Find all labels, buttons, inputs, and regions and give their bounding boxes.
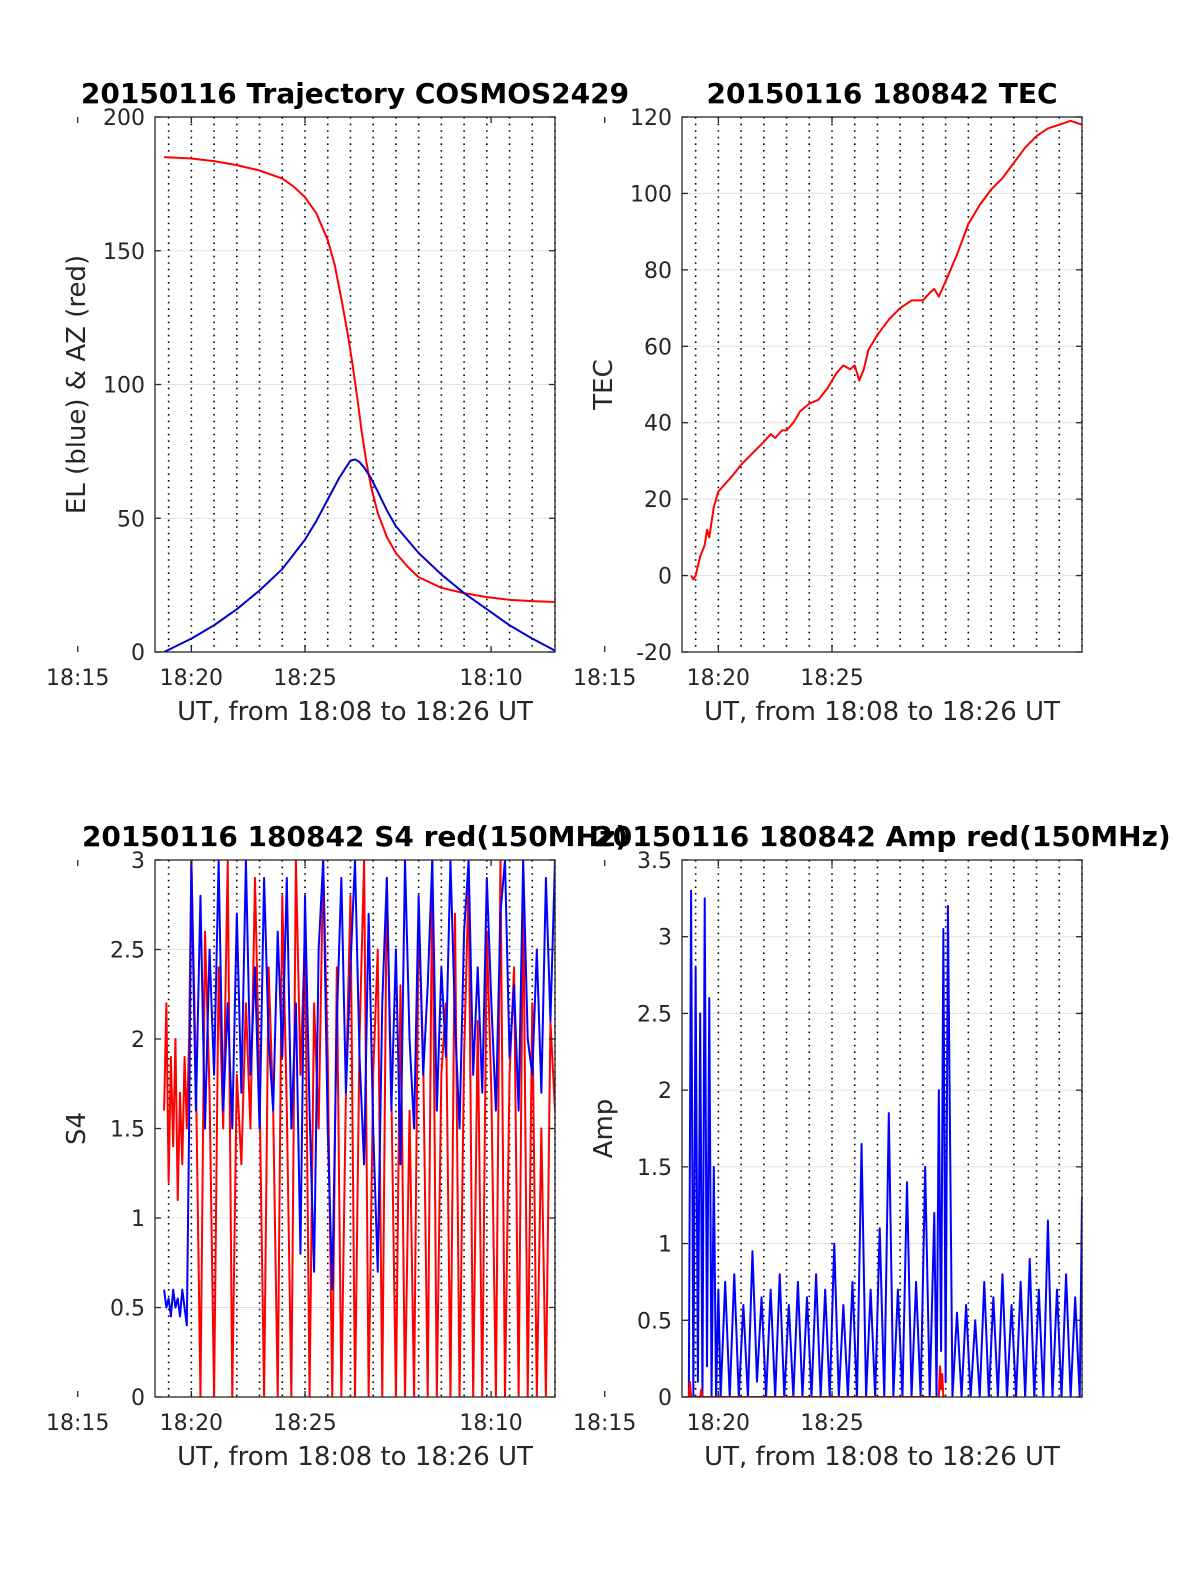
s4-axes: 0 0.5 1 1.5 2 2.5 3 18:10 18:15 18:20 18:25 2015011… bbox=[46, 820, 628, 1472]
tec-xtick-label-2: 18:20 bbox=[687, 666, 750, 691]
tec-xlabel: UT, from 18:08 to 18:26 UT bbox=[704, 697, 1060, 727]
s4-xlabel: UT, from 18:08 to 18:26 UT bbox=[177, 1442, 533, 1472]
tec-ytick-label-7: 120 bbox=[630, 106, 672, 131]
s4-ytick-label-3: 1.5 bbox=[110, 1118, 145, 1143]
trajectory-axes: 0 50 100 150 200 18:10 18:15 18:20 18:25 20150116… bbox=[46, 77, 629, 727]
tec-title: 20150116 180842 TEC bbox=[706, 77, 1057, 110]
tec-plot-area bbox=[682, 117, 1082, 652]
tec-xtick-label-1: 18:15 bbox=[573, 666, 636, 691]
tec-ytick-label-0: -20 bbox=[636, 641, 672, 666]
amp-series-1 bbox=[687, 1365, 945, 1397]
tec-ylabel: TEC bbox=[589, 359, 619, 410]
amp-xtick-label-2: 18:20 bbox=[687, 1411, 750, 1436]
amp-ytick-label-5: 2.5 bbox=[637, 1002, 672, 1027]
trajectory-title: 20150116 Trajectory COSMOS2429 bbox=[81, 77, 629, 110]
trajectory-series-1 bbox=[163, 458, 555, 652]
trajectory-ytick-label-3: 150 bbox=[103, 240, 145, 265]
trajectory-xtick-label-3: 18:25 bbox=[273, 666, 336, 691]
amp-ytick-label-3: 1.5 bbox=[637, 1156, 672, 1181]
s4-ytick-label-5: 2.5 bbox=[110, 939, 145, 964]
s4-series-1 bbox=[163, 860, 555, 1327]
tec-ytick-label-1: 0 bbox=[658, 565, 672, 590]
trajectory-series-0 bbox=[164, 156, 555, 603]
amp-ylabel: Amp bbox=[589, 1099, 619, 1159]
amp-axes-frame bbox=[681, 859, 1083, 1398]
trajectory-xtick-label-2: 18:20 bbox=[160, 666, 223, 691]
s4-ytick-label-1: 0.5 bbox=[110, 1297, 145, 1322]
amp-ytick-label-4: 2 bbox=[658, 1079, 672, 1104]
s4-xtick-label-1: 18:15 bbox=[46, 1411, 109, 1436]
tec-ytick-label-6: 100 bbox=[630, 182, 672, 207]
s4-ytick-label-2: 1 bbox=[131, 1207, 145, 1232]
amp-ytick-label-6: 3 bbox=[658, 926, 672, 951]
tec-series-0 bbox=[690, 119, 1082, 581]
s4-xtick-label-3: 18:25 bbox=[273, 1411, 336, 1436]
amp-xtick-label-0: 18:10 bbox=[459, 1411, 522, 1436]
tec-xtick-label-3: 18:25 bbox=[800, 666, 863, 691]
s4-xtick-label-2: 18:20 bbox=[160, 1411, 223, 1436]
tec-xtick-label-0: 18:10 bbox=[459, 666, 522, 691]
amp-axes: 0 0.5 1 1.5 2 2.5 3 3.5 18:10 18:15 18:20 18:25 2015… bbox=[459, 820, 1170, 1472]
amp-series-0 bbox=[687, 889, 1082, 1397]
s4-ytick-label-0: 0 bbox=[131, 1386, 145, 1411]
trajectory-xtick-label-1: 18:15 bbox=[46, 666, 109, 691]
amp-xtick-label-1: 18:15 bbox=[573, 1411, 636, 1436]
amp-ytick-label-0: 0 bbox=[658, 1386, 672, 1411]
s4-title: 20150116 180842 S4 red(150MHz) bbox=[82, 820, 628, 853]
trajectory-ytick-label-4: 200 bbox=[103, 106, 145, 131]
tec-axes: -20 0 20 40 60 80 100 120 18:10 18:15 18:20 18:25 20… bbox=[459, 77, 1083, 727]
amp-xlabel: UT, from 18:08 to 18:26 UT bbox=[704, 1442, 1060, 1472]
tec-ytick-label-2: 20 bbox=[644, 488, 672, 513]
tec-axes-frame bbox=[681, 116, 1083, 653]
s4-ytick-label-4: 2 bbox=[131, 1028, 145, 1053]
amp-ytick-label-1: 0.5 bbox=[637, 1309, 672, 1334]
s4-ytick-label-6: 3 bbox=[131, 849, 145, 874]
amp-ytick-label-2: 1 bbox=[658, 1233, 672, 1258]
tec-ytick-label-3: 40 bbox=[644, 412, 672, 437]
amp-xtick-label-3: 18:25 bbox=[800, 1411, 863, 1436]
trajectory-ytick-label-0: 0 bbox=[131, 641, 145, 666]
s4-ylabel: S4 bbox=[62, 1112, 92, 1145]
trajectory-xlabel: UT, from 18:08 to 18:26 UT bbox=[177, 697, 533, 727]
trajectory-ytick-label-2: 100 bbox=[103, 374, 145, 399]
tec-ytick-label-4: 60 bbox=[644, 335, 672, 360]
trajectory-ylabel: EL (blue) & AZ (red) bbox=[62, 255, 92, 514]
trajectory-ytick-label-1: 50 bbox=[117, 507, 145, 532]
tec-ytick-label-5: 80 bbox=[644, 259, 672, 284]
amp-ytick-label-7: 3.5 bbox=[637, 849, 672, 874]
amp-title: 20150116 180842 Amp red(150MHz) bbox=[593, 820, 1170, 853]
